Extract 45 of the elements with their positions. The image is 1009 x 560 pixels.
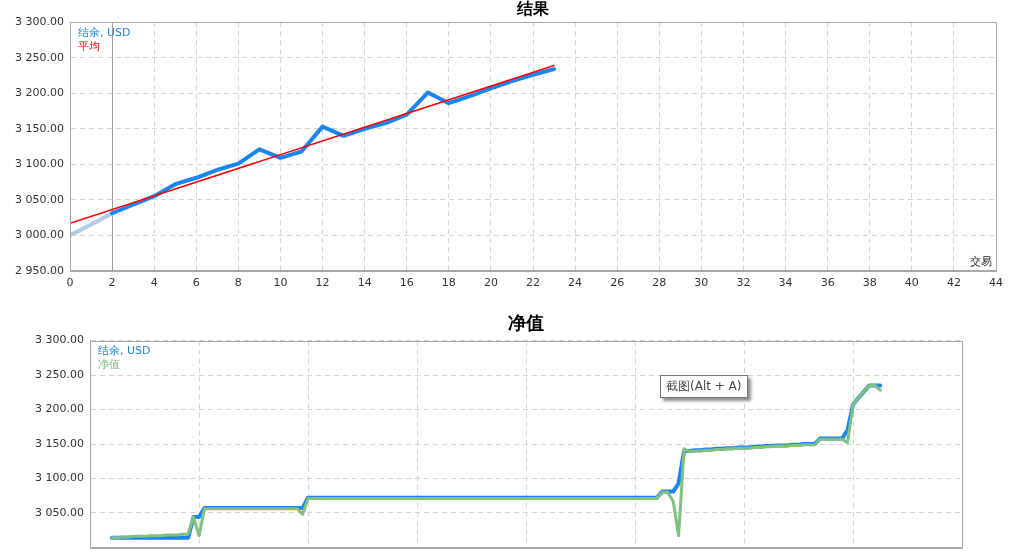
x-tick-label: 40 [904,276,919,290]
x-tick-label: 22 [526,276,540,290]
x-tick-label: 30 [694,276,709,290]
x-axis-title: 交易 [970,255,992,269]
y-tick-label: 3 100.00 [15,157,64,171]
x-tick-label: 8 [234,276,242,290]
x-tick-label: 0 [66,276,74,290]
y-tick-label: 3 300.00 [15,15,64,29]
x-tick-label: 14 [357,276,372,290]
text: 净值 [98,358,120,372]
y-tick-label: 3 150.00 [15,121,64,135]
x-tick-label: 44 [989,276,1003,290]
x-tick-label: 6 [192,276,200,290]
x-tick-label: 10 [273,276,288,290]
y-tick-label: 3 250.00 [35,367,84,381]
text: 平均 [78,40,100,54]
x-tick-label: 34 [778,276,793,290]
chart-title: 净值 [508,312,544,334]
y-tick-label: 3 300.00 [35,333,84,347]
x-tick-label: 12 [315,276,330,290]
x-tick-label: 4 [150,276,158,290]
x-tick-label: 24 [568,276,583,290]
x-tick-label: 42 [946,276,961,290]
text: 结余, USD [98,344,151,358]
y-tick-label: 3 050.00 [15,192,64,206]
x-tick-label: 38 [862,276,877,290]
x-tick-label: 16 [399,276,414,290]
chart-title: 结果 [516,0,550,18]
x-tick-label: 32 [736,276,751,290]
y-tick-label: 3 000.00 [15,228,64,242]
y-tick-label: 3 200.00 [35,402,84,416]
x-tick-label: 36 [820,276,835,290]
x-tick-label: 26 [610,276,625,290]
y-tick-label: 3 200.00 [15,86,64,100]
text: 结余, USD [78,26,131,40]
y-tick-label: 3 250.00 [15,50,64,64]
y-tick-label: 3 150.00 [35,436,84,450]
y-tick-label: 2 950.00 [15,263,64,277]
y-tick-label: 3 050.00 [35,505,84,519]
y-tick-label: 3 100.00 [35,471,84,485]
x-tick-label: 2 [108,276,116,290]
x-tick-label: 18 [441,276,456,290]
x-tick-label: 20 [483,276,498,290]
x-tick-label: 28 [652,276,667,290]
annotation: 截图(Alt + A) [660,375,748,398]
